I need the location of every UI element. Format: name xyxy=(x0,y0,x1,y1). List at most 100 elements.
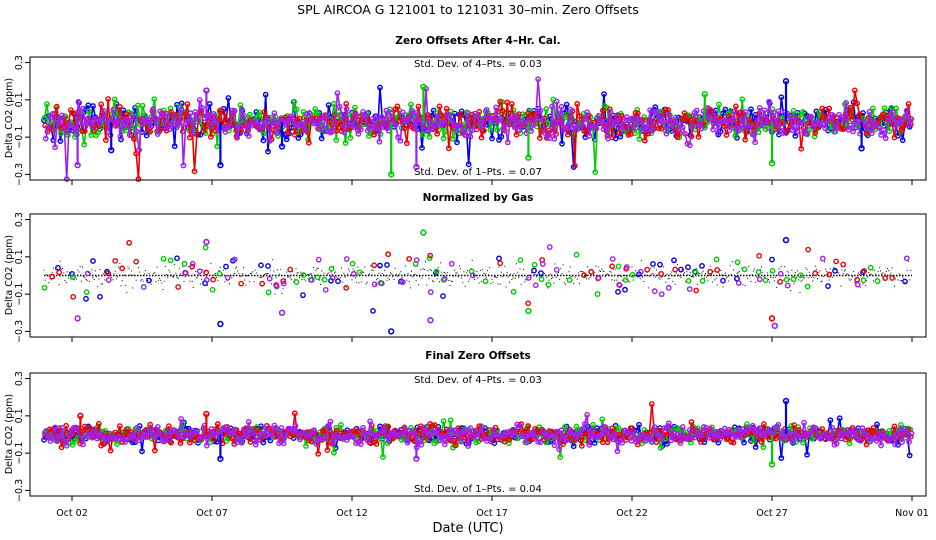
data-point xyxy=(222,274,223,276)
data-point xyxy=(789,278,790,280)
y-tick-label: −0.1 xyxy=(14,283,25,306)
data-point xyxy=(118,266,120,268)
series-line-segment xyxy=(203,125,207,132)
data-point xyxy=(294,278,296,280)
data-point xyxy=(868,272,870,274)
data-point xyxy=(678,266,684,273)
data-point xyxy=(660,276,662,278)
data-point xyxy=(308,274,310,276)
data-point xyxy=(355,130,362,137)
data-point xyxy=(148,273,150,275)
data-point xyxy=(801,279,803,281)
data-point xyxy=(448,117,455,124)
data-point xyxy=(716,284,718,286)
series-line-segment xyxy=(485,109,490,119)
data-point xyxy=(119,265,126,272)
data-point xyxy=(265,273,267,275)
series-line-segment xyxy=(607,112,612,139)
data-point xyxy=(517,271,519,273)
y-axis-label: Delta CO2 (ppm) xyxy=(4,78,15,158)
data-point xyxy=(898,273,900,275)
data-point xyxy=(637,276,639,278)
data-point xyxy=(369,273,370,275)
data-point xyxy=(272,259,274,261)
data-point xyxy=(827,273,829,275)
data-point xyxy=(202,269,204,271)
data-point xyxy=(609,263,616,270)
data-point xyxy=(203,269,210,276)
data-point xyxy=(181,260,188,267)
data-point xyxy=(352,268,354,270)
series-line-segment xyxy=(196,99,201,122)
data-point xyxy=(685,277,692,284)
series-line-segment xyxy=(238,109,243,128)
data-point xyxy=(409,287,411,289)
data-point xyxy=(888,270,890,272)
data-point xyxy=(677,263,678,265)
data-point xyxy=(566,277,573,283)
outlier-point xyxy=(74,315,81,322)
data-point xyxy=(754,268,755,270)
data-point xyxy=(776,286,778,288)
data-point xyxy=(577,272,579,274)
panel-final-zero-offsets: Final Zero Offsets Std. Dev. of 4–Pts. =… xyxy=(4,350,929,519)
data-point xyxy=(692,269,699,276)
data-point xyxy=(668,278,670,280)
data-point xyxy=(635,270,636,272)
data-point xyxy=(909,279,911,281)
data-point xyxy=(105,277,112,283)
series-line-segment xyxy=(198,99,203,109)
series-line-segment xyxy=(705,108,710,118)
data-point xyxy=(887,267,888,269)
data-point xyxy=(328,265,335,272)
data-point xyxy=(559,278,561,280)
data-point xyxy=(610,271,612,273)
data-point xyxy=(365,283,367,285)
data-point xyxy=(393,278,395,280)
data-point xyxy=(224,274,231,281)
data-point xyxy=(656,269,657,271)
data-point xyxy=(295,268,297,270)
series-line-segment xyxy=(268,122,273,142)
data-point xyxy=(588,268,595,275)
data-point xyxy=(685,281,687,283)
outlier-point xyxy=(771,322,778,330)
data-point xyxy=(83,289,90,296)
data-point xyxy=(684,272,685,274)
data-point xyxy=(495,276,496,278)
data-point xyxy=(401,277,403,279)
data-point xyxy=(821,280,823,282)
data-point xyxy=(311,276,313,278)
series-line-segment xyxy=(476,115,481,124)
data-point xyxy=(413,257,420,263)
data-point xyxy=(426,255,433,262)
data-point xyxy=(216,276,218,278)
series-line-segment xyxy=(180,110,185,166)
data-point xyxy=(890,272,892,274)
data-point xyxy=(491,278,493,280)
data-point xyxy=(61,268,62,270)
data-point xyxy=(309,273,311,275)
data-point xyxy=(537,274,538,276)
y-axis: 0.30.1−0.1−0.3 xyxy=(14,55,30,186)
data-point xyxy=(861,268,868,274)
data-point xyxy=(446,112,453,119)
data-point xyxy=(411,270,412,272)
data-point xyxy=(544,273,545,275)
data-point xyxy=(804,277,806,279)
data-point xyxy=(709,265,711,267)
series-line-segment xyxy=(877,127,882,136)
data-point xyxy=(356,281,358,283)
data-point xyxy=(679,275,681,277)
series-line-segment xyxy=(273,113,278,134)
data-point xyxy=(344,276,346,278)
data-point xyxy=(204,271,206,273)
data-point xyxy=(175,284,182,290)
data-point xyxy=(471,259,473,261)
data-point xyxy=(706,276,708,278)
data-point xyxy=(817,278,818,280)
series-line-segment xyxy=(597,115,602,123)
data-point xyxy=(312,106,319,112)
data-point xyxy=(273,283,280,290)
data-point xyxy=(601,268,603,270)
